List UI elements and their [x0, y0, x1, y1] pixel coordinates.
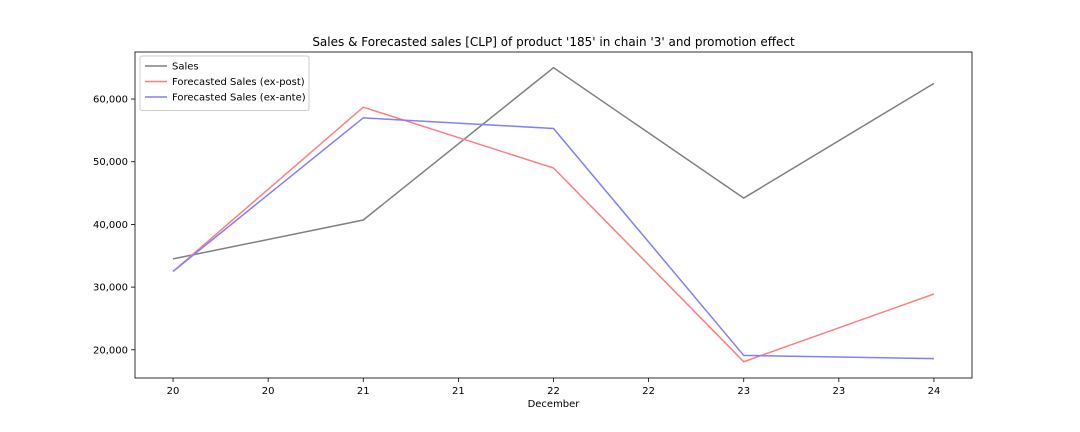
x-axis-label: December — [528, 399, 581, 410]
legend-label-1: Sales — [172, 62, 199, 73]
y-tick-label: 20,000 — [93, 345, 128, 356]
x-tick-label: 23 — [832, 386, 845, 397]
legend: Sales Forecasted Sales (ex-post) Forecaste… — [139, 55, 310, 111]
x-tick-label: 22 — [547, 386, 560, 397]
y-tick-label: 60,000 — [93, 95, 128, 106]
legend-box — [139, 55, 310, 111]
y-axis: 20,000 30,000 40,000 50,000 60,000 — [93, 95, 135, 356]
legend-label-2: Forecasted Sales (ex-post) — [172, 77, 305, 88]
x-tick-label: 20 — [262, 386, 275, 397]
chart-title: Sales & Forecasted sales [CLP] of produc… — [312, 35, 795, 49]
x-tick-label: 21 — [452, 386, 465, 397]
series-line-3 — [172, 117, 934, 360]
y-tick-label: 50,000 — [93, 157, 128, 168]
x-tick-label: 21 — [357, 386, 370, 397]
x-tick-label: 20 — [167, 386, 180, 397]
y-tick-label: 30,000 — [93, 283, 128, 294]
x-tick-label: 23 — [737, 386, 750, 397]
series-line-1 — [172, 66, 935, 260]
x-tick-label: 24 — [928, 386, 941, 397]
x-tick-label: 22 — [642, 386, 655, 397]
series-line-2 — [172, 106, 935, 363]
legend-label-3: Forecasted Sales (ex-ante) — [172, 93, 306, 104]
x-axis: 20 20 21 21 22 22 23 23 24 — [167, 378, 941, 397]
series-layer — [172, 66, 935, 363]
y-tick-label: 40,000 — [93, 220, 128, 231]
